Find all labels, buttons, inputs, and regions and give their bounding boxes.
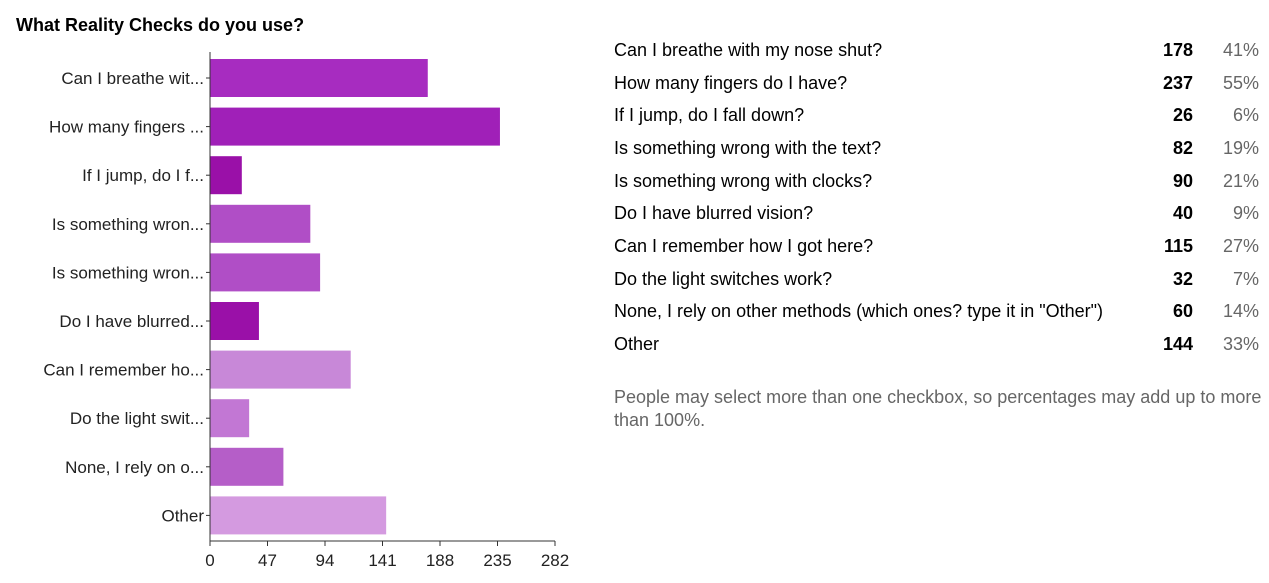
result-label: Is something wrong with clocks?: [614, 170, 873, 191]
result-count: 144: [1162, 334, 1193, 355]
table-row: Can I remember how I got here? 115 27%: [606, 230, 1259, 263]
result-label: Can I breathe with my nose shut?: [614, 39, 883, 60]
category-label: Do the light swit...: [70, 409, 204, 428]
bar-1: [210, 59, 428, 97]
result-count: 90: [1172, 170, 1193, 191]
table-row: Other 144 33%: [606, 328, 1259, 361]
result-label: Can I remember how I got here?: [614, 235, 874, 256]
bar-3: [210, 156, 242, 195]
result-label: Do the light switches work?: [614, 268, 833, 289]
result-count: 115: [1163, 235, 1193, 256]
category-label: Can I remember ho...: [43, 361, 204, 380]
result-percent: 19%: [1222, 137, 1259, 158]
table-row: Is something wrong with the text? 82 19%: [606, 132, 1259, 165]
category-label: Is something wron...: [52, 263, 204, 282]
category-label: Is something wron...: [52, 215, 204, 234]
bar-5: [210, 253, 321, 292]
bar-9: [210, 447, 284, 486]
bar-2: [210, 107, 500, 146]
bar-6: [210, 302, 259, 340]
x-tick-label: 94: [316, 551, 335, 570]
category-label: Do I have blurred...: [59, 312, 204, 331]
x-tick-label: 188: [426, 551, 454, 570]
category-label: Can I breathe wit...: [61, 69, 204, 88]
table-row: Can I breathe with my nose shut? 178 41%: [606, 34, 1259, 67]
result-count: 82: [1172, 137, 1193, 158]
table-row: Is something wrong with clocks? 90 21%: [606, 165, 1259, 198]
result-label: Is something wrong with the text?: [614, 137, 882, 158]
result-label: None, I rely on other methods (which one…: [614, 301, 1104, 322]
result-label: Other: [614, 334, 660, 355]
bar-chart: Can I breathe wit... How many fingers ...…: [43, 52, 569, 570]
result-count: 40: [1172, 203, 1193, 224]
bar-10: [210, 496, 387, 535]
result-label: If I jump, do I fall down?: [614, 105, 805, 126]
table-row: None, I rely on other methods (which one…: [606, 296, 1259, 329]
result-percent: 27%: [1222, 235, 1259, 256]
bar-7: [210, 350, 351, 389]
result-percent: 21%: [1222, 170, 1259, 191]
category-label: How many fingers ...: [49, 118, 204, 137]
result-percent: 33%: [1222, 334, 1259, 355]
result-percent: 9%: [1232, 203, 1259, 224]
x-tick-label: 141: [368, 551, 396, 570]
category-label: Other: [161, 506, 204, 525]
x-tick-label: 47: [258, 551, 277, 570]
category-label: None, I rely on o...: [65, 458, 204, 477]
table-row: How many fingers do I have? 237 55%: [606, 67, 1259, 100]
result-count: 178: [1162, 39, 1193, 60]
chart-title: What Reality Checks do you use?: [16, 15, 305, 35]
result-percent: 55%: [1222, 72, 1259, 93]
x-tick-label: 235: [483, 551, 511, 570]
category-label: If I jump, do I f...: [82, 166, 204, 185]
bar-4: [210, 204, 311, 243]
table-row: Do the light switches work? 32 7%: [606, 263, 1259, 296]
result-percent: 7%: [1232, 268, 1259, 289]
result-label: Do I have blurred vision?: [614, 203, 814, 224]
table-row: If I jump, do I fall down? 26 6%: [606, 99, 1259, 132]
x-tick-label: 0: [205, 551, 214, 570]
bar-8: [210, 399, 250, 438]
result-count: 26: [1172, 105, 1193, 126]
x-tick-label: 282: [541, 551, 569, 570]
result-count: 237: [1162, 72, 1193, 93]
result-percent: 6%: [1232, 105, 1259, 126]
footnote: People may select more than one checkbox…: [614, 387, 1262, 430]
result-count: 32: [1172, 268, 1193, 289]
result-percent: 41%: [1222, 39, 1259, 60]
result-count: 60: [1172, 301, 1193, 322]
table-row: Do I have blurred vision? 40 9%: [606, 197, 1259, 230]
result-label: How many fingers do I have?: [614, 72, 848, 93]
results-table: Can I breathe with my nose shut? 178 41% Ho…: [606, 34, 1259, 361]
result-percent: 14%: [1222, 301, 1259, 322]
